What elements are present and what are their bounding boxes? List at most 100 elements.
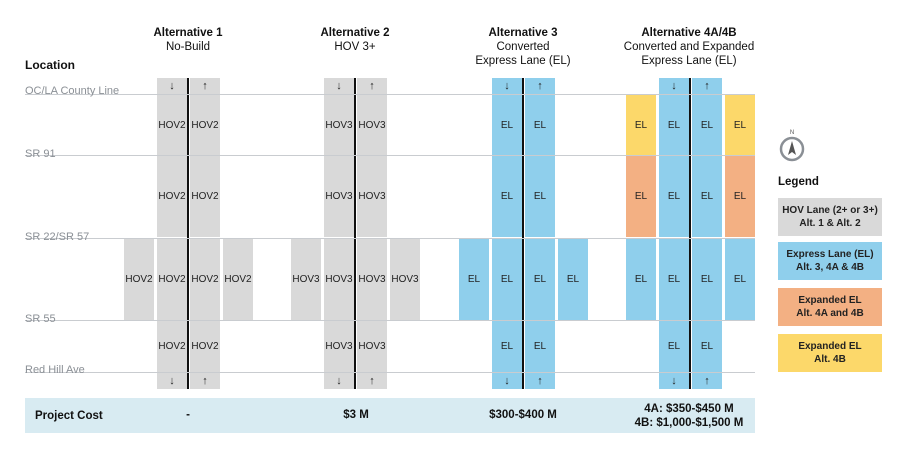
alt3-median <box>522 78 524 389</box>
alt1-outer-lane: HOV2 <box>124 239 154 320</box>
alt2-bottom-strip-left <box>324 373 354 389</box>
alt2-lane: HOV3 <box>357 156 387 237</box>
alt4-el-lane: EL <box>659 156 689 237</box>
legend-express-lane: Express Lane (EL) Alt. 3, 4A & 4B <box>778 242 882 280</box>
north-letter: N <box>790 130 794 136</box>
alt1-subtitle: No-Build <box>165 41 211 53</box>
alt4-subtitle-1: Converted and Expanded <box>623 41 755 53</box>
location-sr91: SR 91 <box>25 148 56 160</box>
alt3-down-arrow-icon: ↓ <box>504 80 510 92</box>
legend-hov-lane: HOV Lane (2+ or 3+) Alt. 1 & Alt. 2 <box>778 198 882 236</box>
legend-exp4b-line2: Alt. 4B <box>814 354 846 365</box>
project-cost-label: Project Cost <box>35 410 103 422</box>
alt3-subtitle-2: Express Lane (EL) <box>475 55 571 67</box>
alt2-top-strip-left <box>324 78 354 94</box>
alt1-lane: HOV2 <box>190 156 220 237</box>
alt1-bottom-strip-left <box>157 373 187 389</box>
alt1-top-strip-left <box>157 78 187 94</box>
alt1-lane: HOV2 <box>157 156 187 237</box>
alt2-bottom-strip-right <box>357 373 387 389</box>
cost-alt4a: 4A: $350-$450 M <box>644 403 734 415</box>
alt3-top-strip-right <box>525 78 555 94</box>
north-arrow-icon: N <box>777 127 807 163</box>
alt3-lane: EL <box>492 321 522 372</box>
cost-alt4: 4A: $350-$450 M 4B: $1,000-$1,500 M <box>604 402 774 430</box>
alt2-up-arrow-icon: ↑ <box>369 375 375 387</box>
alt4-expanded-4b-lane: EL <box>725 95 755 155</box>
alt4-subtitle-2: Express Lane (EL) <box>641 55 737 67</box>
alt3-header: Alternative 3 Converted Express Lane (EL… <box>448 26 598 68</box>
alt4-title: Alternative 4A/4B <box>641 27 737 39</box>
alt4-expanded-4a4b-lane: EL <box>725 156 755 237</box>
alt1-title: Alternative 1 <box>153 27 223 39</box>
alt1-lane: HOV2 <box>157 321 187 372</box>
location-red-hill-ave: Red Hill Ave <box>25 364 85 376</box>
alt2-up-arrow-icon: ↑ <box>369 80 375 92</box>
alt4-el-lane: EL <box>692 156 722 237</box>
location-sr55: SR 55 <box>25 313 56 325</box>
alt4-outer-el-lane: EL <box>725 239 755 320</box>
alt4-expanded-4b-lane: EL <box>626 95 656 155</box>
alt2-lane: HOV3 <box>324 156 354 237</box>
alt3-up-arrow-icon: ↑ <box>537 80 543 92</box>
alt4-el-lane: EL <box>692 95 722 155</box>
alt1-down-arrow-icon: ↓ <box>169 80 175 92</box>
cost-alt4b: 4B: $1,000-$1,500 M <box>634 417 744 429</box>
alt4-down-arrow-icon: ↓ <box>671 375 677 387</box>
legend-title: Legend <box>778 176 819 188</box>
alt4-bottom-strip-left <box>659 373 689 389</box>
alt3-down-arrow-icon: ↓ <box>504 375 510 387</box>
legend-el-line1: Express Lane (EL) <box>786 249 874 260</box>
alt4-el-lane: EL <box>692 239 722 320</box>
alt2-title: Alternative 2 <box>320 27 390 39</box>
alt3-subtitle-1: Converted <box>496 41 550 53</box>
legend-exp4b-line1: Expanded EL <box>798 341 862 352</box>
location-line-2 <box>25 155 755 156</box>
legend-expanded-el-4b: Expanded EL Alt. 4B <box>778 334 882 372</box>
legend-el-line2: Alt. 3, 4A & 4B <box>796 262 864 273</box>
alt2-down-arrow-icon: ↓ <box>336 375 342 387</box>
alt1-lane: HOV2 <box>190 239 220 320</box>
location-line-5 <box>25 372 755 373</box>
alt1-bottom-strip-right <box>190 373 220 389</box>
alt3-top-strip-left <box>492 78 522 94</box>
alt2-lane: HOV3 <box>324 239 354 320</box>
alt1-lane: HOV2 <box>157 239 187 320</box>
location-line-3 <box>25 238 755 239</box>
alt4-outer-el-lane: EL <box>626 239 656 320</box>
alt3-lane: EL <box>492 239 522 320</box>
legend-expanded-el-4a4b: Expanded EL Alt. 4A and 4B <box>778 288 882 326</box>
alt4-header: Alternative 4A/4B Converted and Expanded… <box>604 26 774 68</box>
alt1-lane: HOV2 <box>190 321 220 372</box>
location-oc-la-county-line: OC/LA County Line <box>25 85 120 97</box>
alt4-up-arrow-icon: ↑ <box>704 375 710 387</box>
alt2-lane: HOV3 <box>324 321 354 372</box>
alt3-outer-lane: EL <box>558 239 588 320</box>
alt4-top-strip-left <box>659 78 689 94</box>
location-sr22-sr57: SR 22/SR 57 <box>25 231 90 243</box>
alt2-outer-lane: HOV3 <box>291 239 321 320</box>
alt3-outer-lane: EL <box>459 239 489 320</box>
alt1-outer-lane: HOV2 <box>223 239 253 320</box>
alt1-lane: HOV2 <box>157 95 187 155</box>
alt3-lane: EL <box>525 156 555 237</box>
alt1-down-arrow-icon: ↓ <box>169 375 175 387</box>
legend-hov-line1: HOV Lane (2+ or 3+) <box>782 205 878 216</box>
alt4-el-lane: EL <box>692 321 722 372</box>
alt2-top-strip-right <box>357 78 387 94</box>
alt4-el-lane: EL <box>659 321 689 372</box>
alt4-top-strip-right <box>692 78 722 94</box>
alt2-lane: HOV3 <box>357 95 387 155</box>
cost-alt2: $3 M <box>343 409 369 421</box>
alt2-header: Alternative 2 HOV 3+ <box>280 26 430 54</box>
alt1-lane: HOV2 <box>190 95 220 155</box>
location-line-1 <box>25 94 755 95</box>
alt3-lane: EL <box>492 156 522 237</box>
legend-hov-line2: Alt. 1 & Alt. 2 <box>799 218 861 229</box>
alt3-lane: EL <box>525 321 555 372</box>
alt4-el-lane: EL <box>659 239 689 320</box>
alt1-median <box>187 78 189 389</box>
alt2-down-arrow-icon: ↓ <box>336 80 342 92</box>
legend-exp-line1: Expanded EL <box>798 295 862 306</box>
alt4-expanded-4a4b-lane: EL <box>626 156 656 237</box>
